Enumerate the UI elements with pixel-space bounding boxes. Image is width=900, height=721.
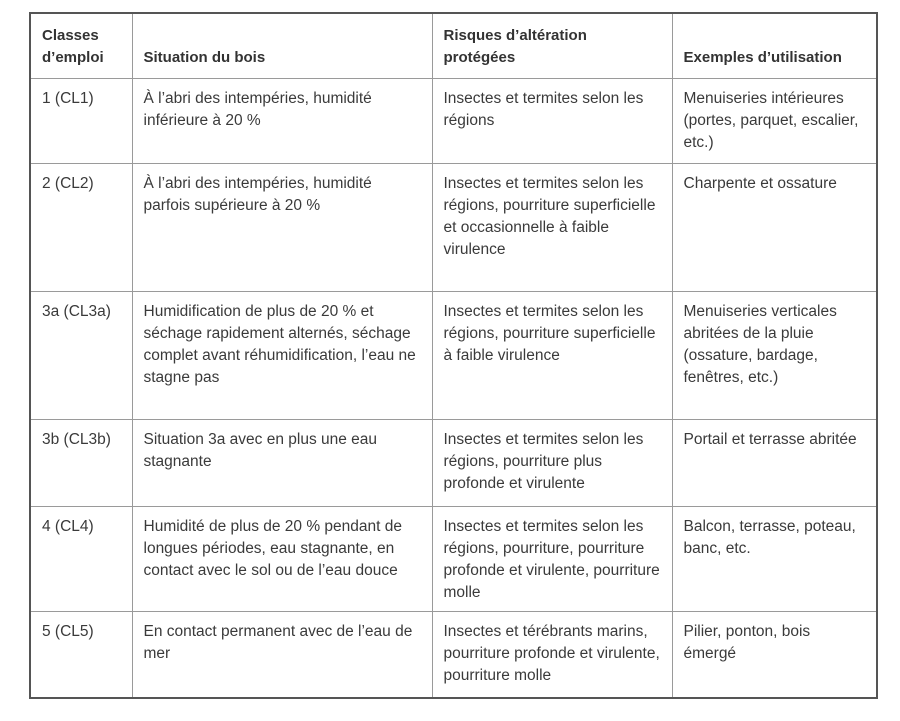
examples-cell: Menuiseries verticales abritées de la pl… bbox=[671, 290, 878, 420]
examples-cell: Menuiseries intérieures (portes, parquet… bbox=[671, 77, 878, 164]
class-cell: 1 (CL1) bbox=[29, 77, 133, 164]
situation-cell: À l’abri des intempéries, humidité parfo… bbox=[131, 162, 433, 292]
situation-cell: À l’abri des intempéries, humidité infér… bbox=[131, 77, 433, 164]
examples-cell: Portail et terrasse abritée bbox=[671, 418, 878, 507]
class-cell: 5 (CL5) bbox=[29, 610, 133, 699]
examples-cell: Charpente et ossature bbox=[671, 162, 878, 292]
table-row: 5 (CL5) En contact permanent avec de l’ea… bbox=[29, 610, 878, 699]
risks-cell: Insectes et termites selon les régions bbox=[431, 77, 673, 164]
situation-cell: En contact permanent avec de l’eau de me… bbox=[131, 610, 433, 699]
table-row: 3a (CL3a) Humidification de plus de 20 % … bbox=[29, 290, 878, 420]
class-cell: 3a (CL3a) bbox=[29, 290, 133, 420]
class-cell: 2 (CL2) bbox=[29, 162, 133, 292]
examples-cell: Balcon, terrasse, poteau, banc, etc. bbox=[671, 505, 878, 612]
examples-cell: Pilier, ponton, bois émergé bbox=[671, 610, 878, 699]
risks-cell: Insectes et termites selon les régions, … bbox=[431, 505, 673, 612]
risks-cell: Insectes et termites selon les régions, … bbox=[431, 418, 673, 507]
table-row: 4 (CL4) Humidité de plus de 20 % pendant … bbox=[29, 505, 878, 612]
class-cell: 4 (CL4) bbox=[29, 505, 133, 612]
table-row: 3b (CL3b) Situation 3a avec en plus une e… bbox=[29, 418, 878, 507]
header-examples: Exemples d’utilisation bbox=[671, 12, 878, 79]
class-cell: 3b (CL3b) bbox=[29, 418, 133, 507]
risks-cell: Insectes et térébrants marins, pourritur… bbox=[431, 610, 673, 699]
table-row: 1 (CL1) À l’abri des intempéries, humidit… bbox=[29, 77, 878, 164]
wood-use-classes-table: Classes d’emploi Situation du bois Risqu… bbox=[29, 12, 878, 699]
risks-cell: Insectes et termites selon les régions, … bbox=[431, 162, 673, 292]
situation-cell: Situation 3a avec en plus une eau stagna… bbox=[131, 418, 433, 507]
situation-cell: Humidité de plus de 20 % pendant de long… bbox=[131, 505, 433, 612]
header-risks: Risques d’altération protégées bbox=[431, 12, 673, 79]
table-row: 2 (CL2) À l’abri des intempéries, humidit… bbox=[29, 162, 878, 292]
header-classes: Classes d’emploi bbox=[29, 12, 133, 79]
header-situation: Situation du bois bbox=[131, 12, 433, 79]
header-row: Classes d’emploi Situation du bois Risqu… bbox=[29, 12, 878, 79]
situation-cell: Humidification de plus de 20 % et séchag… bbox=[131, 290, 433, 420]
risks-cell: Insectes et termites selon les régions, … bbox=[431, 290, 673, 420]
